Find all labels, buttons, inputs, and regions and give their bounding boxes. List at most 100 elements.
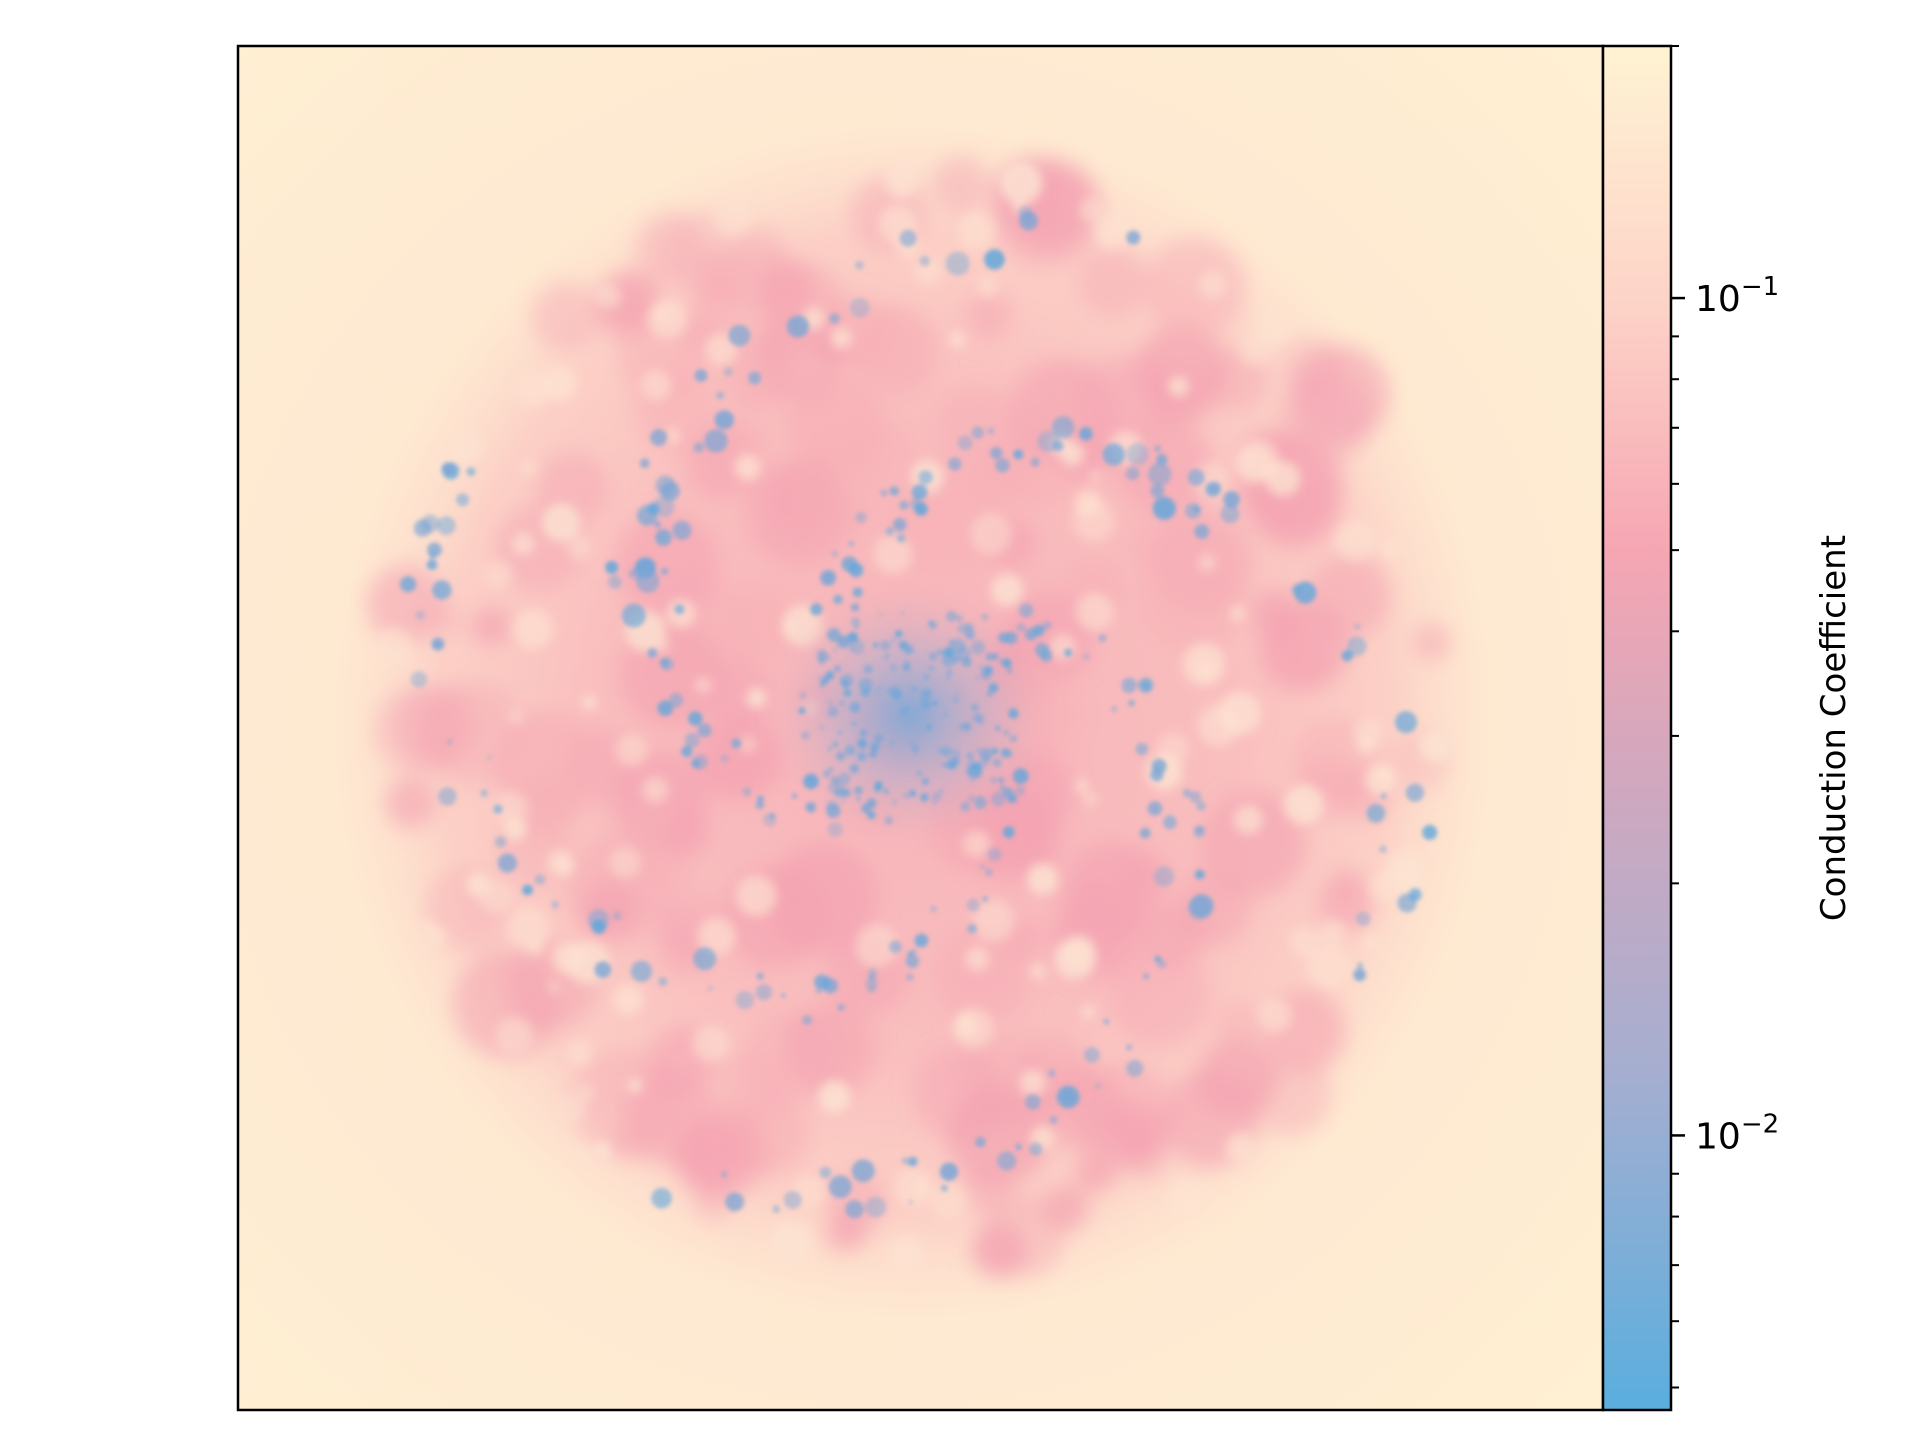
low-value-clump (889, 664, 897, 671)
low-value-clump (1030, 457, 1040, 467)
low-value-clump (1125, 466, 1140, 481)
low-value-clump (1003, 730, 1009, 736)
low-value-clump (967, 758, 975, 766)
bright-texture-knot (541, 503, 581, 542)
low-value-clump (985, 868, 993, 876)
low-value-clump (973, 795, 987, 810)
low-value-clump (909, 498, 922, 511)
low-value-clump (948, 457, 962, 471)
disc-bright-knots (374, 160, 1453, 1272)
low-value-clump (874, 733, 884, 744)
bright-texture-knot (652, 636, 670, 655)
pink-texture-blob (617, 311, 711, 404)
bright-texture-knot (1354, 718, 1383, 747)
low-value-clump (918, 470, 933, 485)
low-value-clump (720, 754, 729, 763)
low-value-clump (1355, 911, 1371, 927)
low-value-clump (831, 775, 839, 784)
low-value-clump (735, 990, 755, 1010)
low-value-clump (1098, 634, 1107, 643)
low-value-clump (906, 973, 914, 982)
low-value-clump (960, 801, 971, 812)
low-value-clump (714, 410, 734, 430)
low-value-clump (1405, 783, 1425, 802)
low-value-clump (1029, 1142, 1043, 1156)
low-value-clump (1103, 1019, 1109, 1025)
pink-texture-blob (705, 660, 771, 727)
low-value-clump (1009, 734, 1018, 743)
low-value-clump (990, 447, 1003, 460)
low-value-clump (447, 739, 452, 745)
low-value-clump (833, 741, 838, 747)
low-value-clump (825, 670, 835, 680)
low-value-clump (861, 687, 871, 697)
low-value-clump (704, 429, 728, 453)
bright-texture-knot (873, 534, 913, 574)
low-value-clump (852, 587, 863, 598)
low-value-clump (968, 795, 974, 801)
low-value-clump (941, 1184, 948, 1192)
low-value-clump (911, 685, 918, 693)
pink-texture-blob (1143, 237, 1247, 340)
low-value-clump (653, 495, 675, 518)
bright-texture-knot (769, 1221, 813, 1265)
low-value-clump (999, 659, 1004, 663)
low-value-clump (928, 620, 933, 625)
low-value-clump (961, 656, 972, 668)
low-value-clump (838, 730, 843, 735)
low-value-clump (693, 947, 717, 971)
low-value-clump (921, 777, 930, 786)
bright-texture-knot (705, 333, 738, 365)
low-value-clump (1126, 1059, 1144, 1077)
low-value-clump (956, 692, 960, 696)
pink-texture-blob (1307, 554, 1391, 638)
pink-texture-blob (1214, 1000, 1263, 1048)
low-value-clump (831, 550, 839, 558)
low-value-clump (899, 709, 905, 715)
low-value-clump (991, 791, 1006, 807)
low-value-clump (636, 569, 660, 593)
low-value-clump (995, 725, 1001, 731)
low-value-clump (839, 700, 845, 706)
low-value-clump (802, 1015, 813, 1026)
low-value-clump (867, 810, 876, 820)
low-value-clump (1147, 801, 1163, 816)
low-value-clump (1121, 677, 1137, 693)
low-value-clump (967, 923, 978, 934)
bright-texture-knot (374, 627, 413, 666)
bright-texture-knot (1094, 214, 1129, 249)
low-value-clump (456, 493, 470, 507)
low-value-clump (1111, 706, 1117, 712)
bright-texture-knot (558, 1094, 587, 1123)
low-value-clump (950, 749, 961, 760)
bright-texture-knot (1075, 779, 1089, 793)
pink-texture-blob (1137, 545, 1245, 652)
bright-texture-knot (972, 899, 1015, 942)
low-value-clump (1126, 230, 1141, 245)
colorbar-tick-exponent: −1 (1741, 272, 1779, 302)
low-value-clump (865, 1196, 887, 1218)
low-value-clump (844, 745, 856, 756)
low-value-clump (859, 692, 863, 696)
bright-texture-knot (735, 875, 777, 917)
low-value-clump (849, 764, 860, 774)
bright-texture-knot (609, 846, 641, 879)
low-value-clump (1125, 1044, 1133, 1051)
low-value-clump (697, 723, 712, 738)
pink-texture-blob (1103, 1101, 1163, 1161)
low-value-clump (858, 678, 873, 693)
low-value-clump (421, 514, 440, 533)
low-value-clump (1094, 1082, 1102, 1090)
pink-texture-blob (1279, 336, 1344, 401)
low-value-clump (947, 670, 952, 675)
low-value-clump (810, 603, 823, 616)
low-value-clump (1002, 787, 1014, 799)
bright-texture-knot (830, 327, 852, 349)
low-value-clump (998, 777, 1004, 783)
low-value-clump (884, 816, 893, 825)
low-value-clump (1033, 624, 1045, 637)
low-value-clump (985, 653, 994, 661)
low-value-clump (466, 467, 476, 477)
pink-texture-blob (678, 1121, 741, 1184)
low-value-clump (1004, 631, 1018, 645)
